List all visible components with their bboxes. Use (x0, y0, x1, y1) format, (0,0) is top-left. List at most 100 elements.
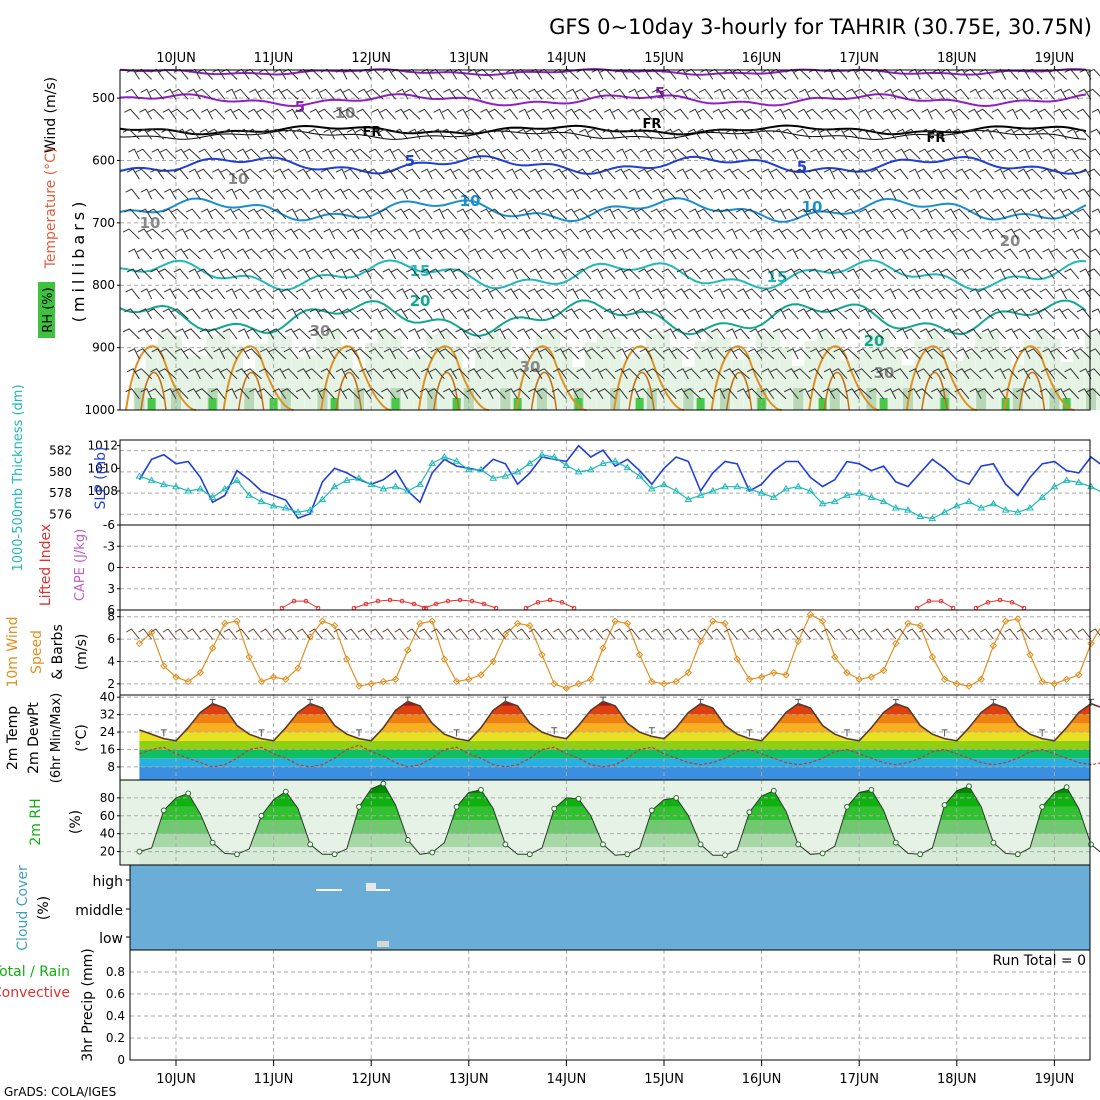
wind-barb (1002, 68, 1019, 80)
wind-barb (832, 368, 848, 380)
wind-barb (225, 388, 238, 399)
wind-barb (781, 328, 799, 340)
wind-barb (701, 348, 714, 360)
wind-barb (261, 128, 275, 140)
wind-barb (476, 368, 494, 380)
wind-barb (124, 108, 140, 120)
wind-barb (676, 168, 689, 180)
wind-barb (992, 628, 1006, 640)
wind-barb (1078, 288, 1092, 300)
wind-barb (383, 148, 397, 160)
wind-barb (513, 288, 531, 300)
wind-barb (602, 228, 616, 240)
wind-speed-marker (501, 630, 510, 639)
wind-barb (150, 68, 165, 80)
wind-speed-marker (257, 677, 266, 686)
wind-barb (610, 328, 628, 340)
wind-barb (456, 108, 470, 120)
wind-barb (480, 108, 494, 120)
rh-marker (575, 795, 582, 802)
wind-barb (904, 328, 921, 340)
wind-barb (213, 248, 226, 260)
wind-speed-marker (184, 677, 192, 686)
wind-barb (855, 168, 872, 180)
wind-barb (418, 628, 433, 640)
wind-barb (882, 308, 897, 320)
wind-barb (232, 308, 250, 320)
wind-barb (146, 328, 165, 340)
wind-barb (832, 168, 848, 180)
wind-barb (701, 148, 714, 160)
wind-barb (650, 308, 665, 320)
wind-barb (598, 188, 616, 200)
wind-barb (976, 308, 994, 320)
wind-barb (245, 148, 262, 160)
minmax-marker (648, 727, 655, 735)
wind-barb (979, 268, 994, 280)
wind-barb (282, 168, 299, 180)
temperature-contour (808, 345, 880, 411)
wind-barb (419, 188, 433, 200)
wind-barb (932, 168, 946, 180)
wind-barb (939, 188, 958, 200)
contour-label: 20 (410, 292, 431, 310)
wind-barb (319, 288, 335, 300)
rh-shade (208, 398, 217, 410)
wind-barb (162, 108, 177, 120)
wind-barb (1028, 128, 1043, 140)
wind-barb (650, 108, 665, 120)
wind-barb (859, 308, 872, 320)
wind-barb (722, 388, 738, 400)
wind-barb (492, 628, 506, 640)
y-tick-label: 900 (92, 341, 115, 355)
wind-barb (540, 628, 555, 640)
wind-barb (685, 68, 701, 80)
wind-speed-marker (404, 646, 412, 654)
temp-band (139, 749, 1090, 759)
wind-barb (724, 348, 738, 360)
thickness-marker (257, 497, 266, 505)
bottom-date-label: 18JUN (937, 1072, 977, 1087)
wind-speed-marker (135, 639, 144, 648)
wind-barb (662, 248, 677, 260)
wind-barb (1052, 328, 1067, 340)
thickness-marker (477, 465, 485, 473)
minmax-marker (258, 729, 265, 737)
wind-barb (170, 108, 189, 120)
rh-marker (234, 851, 240, 858)
wind-barb (565, 308, 580, 320)
wind-barb (539, 148, 555, 160)
wind-barb (356, 108, 372, 120)
wind-barb (173, 268, 189, 280)
y-tick-label: 32 (100, 708, 115, 722)
wind-barb (943, 128, 958, 140)
wind-barb (635, 308, 653, 320)
wind-barb (1052, 228, 1067, 240)
wind-barb (467, 68, 482, 80)
wind-barb (433, 308, 445, 320)
wind-barb (976, 108, 994, 120)
thickness-marker (782, 484, 790, 492)
wind-barb (964, 268, 982, 280)
wind-barb (260, 348, 275, 360)
wind-barb (696, 128, 714, 140)
wind-barb (651, 188, 665, 200)
wind-barb (878, 368, 897, 380)
rh-shade (401, 357, 414, 410)
wind-barb (954, 288, 970, 300)
wind-barb (282, 68, 299, 80)
wind-barb (1017, 368, 1031, 380)
minmax-marker (795, 698, 802, 706)
thickness-marker (635, 472, 644, 479)
wind-barb (246, 328, 262, 340)
thickness-marker (1013, 508, 1022, 515)
wind-barb (968, 108, 982, 120)
wind-barb (273, 68, 287, 80)
wind-barb (566, 388, 580, 400)
wind-barb (140, 288, 153, 300)
wind-barb (783, 188, 799, 200)
wind-barb (673, 108, 689, 120)
wind-barb (953, 308, 970, 320)
wind-barb (517, 128, 531, 140)
wind-barb (335, 168, 348, 180)
